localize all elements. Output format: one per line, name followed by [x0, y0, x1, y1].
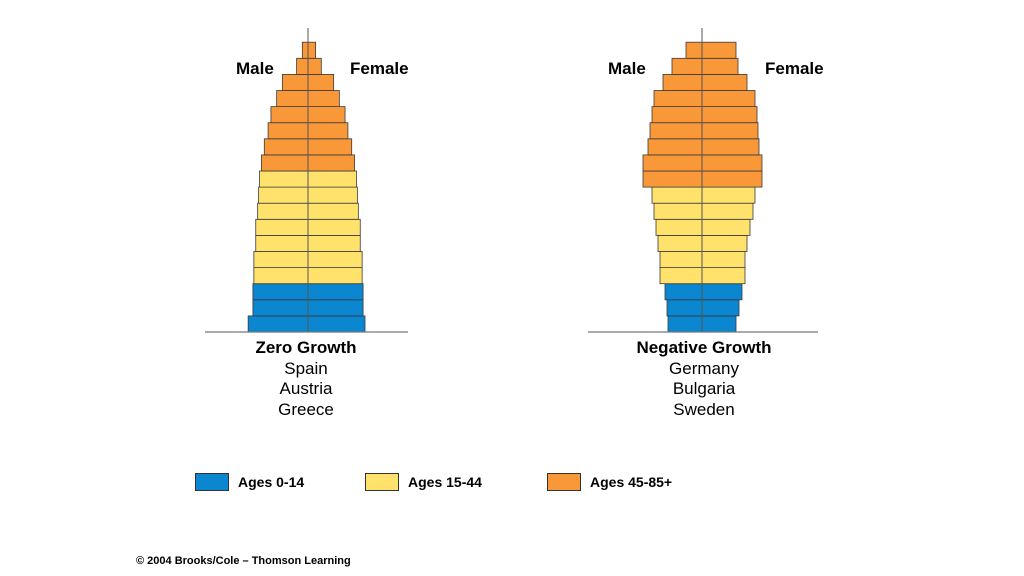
chart2-male-bar: [662, 74, 703, 91]
chart1-female-bar: [307, 283, 364, 301]
chart1-male-bar: [270, 106, 309, 124]
chart1-female-bar: [307, 234, 361, 252]
legend-label: Ages 15-44: [408, 474, 482, 490]
chart2-female-bar: [701, 251, 746, 269]
chart1-female-bar: [307, 315, 366, 333]
chart1-male-bar: [281, 74, 309, 91]
chart2-male-bar: [666, 299, 703, 317]
chart1-male-bar: [255, 234, 309, 252]
chart2-male-bar: [649, 122, 703, 140]
copyright-notice: © 2004 Brooks/Cole – Thomson Learning: [136, 555, 351, 567]
chart1-caption: Zero Growth Spain Austria Greece: [176, 338, 436, 420]
chart2-example-3: Sweden: [673, 399, 735, 419]
chart2-male-bar: [685, 41, 703, 59]
chart2-female-bar: [701, 234, 748, 252]
chart1-male-bar: [261, 154, 309, 172]
chart1-female-bar: [307, 299, 364, 317]
chart1-male-bar: [252, 283, 309, 301]
chart1-female-bar: [307, 186, 358, 204]
chart2-male-bar: [659, 267, 703, 285]
chart2-female-bar: [701, 138, 760, 156]
chart1-female-bar: [307, 267, 363, 285]
chart2-male-bar: [651, 106, 703, 124]
chart1-male-bar: [259, 170, 309, 188]
chart2-female-label: Female: [765, 59, 824, 78]
chart2-male-label: Male: [608, 59, 646, 78]
legend-item-ages-15-44: Ages 15-44: [365, 472, 482, 492]
chart1-male-bar: [301, 41, 309, 59]
chart1-female-bar: [307, 74, 335, 91]
chart2-female-bar: [701, 202, 754, 220]
chart2-male-bar: [647, 138, 703, 156]
chart2-male-bar: [653, 90, 703, 108]
chart1-male-bar: [296, 57, 309, 75]
chart2-female-bar: [701, 267, 746, 285]
chart1-male-bar: [247, 315, 309, 333]
chart1-title: Zero Growth: [255, 338, 357, 357]
chart1-female-bar: [307, 202, 359, 220]
chart1-example-3: Greece: [278, 399, 334, 419]
chart2-male-bar: [671, 57, 703, 75]
chart1-female-bar: [307, 138, 353, 156]
chart2-example-2: Bulgaria: [672, 379, 736, 398]
chart2-male-bar: [653, 202, 703, 220]
chart1-male-bar: [267, 122, 309, 140]
chart1-male-bar: [255, 218, 309, 236]
chart2-female-bar: [701, 186, 756, 204]
legend-label: Ages 45-85+: [590, 474, 673, 490]
chart2-male-bar: [651, 186, 703, 204]
chart1-female-bar: [307, 251, 363, 269]
chart2-male-bar: [642, 170, 703, 188]
chart2-female-bar: [701, 106, 758, 124]
chart1-male-bar: [253, 267, 309, 285]
chart1-female-bar: [307, 90, 340, 108]
legend-swatch-yellow: [365, 473, 399, 491]
chart2-male-bar: [664, 283, 703, 301]
chart2-female-bar: [701, 218, 751, 236]
legend-item-ages-0-14: Ages 0-14: [195, 472, 304, 492]
chart2-male-bar: [642, 154, 703, 172]
chart2-male-bar: [659, 251, 703, 269]
legend-swatch-blue: [195, 473, 229, 491]
chart2-title: Negative Growth: [636, 338, 772, 357]
chart2-female-bar: [701, 122, 759, 140]
chart1-male-bar: [276, 90, 309, 108]
chart2-female-bar: [701, 154, 763, 172]
chart1-example-2: Austria: [279, 379, 333, 398]
chart2-female-bar: [701, 74, 748, 91]
chart1-female-bar: [307, 218, 361, 236]
chart1-male-bar: [263, 138, 309, 156]
chart1-male-bar: [257, 202, 309, 220]
chart2-male-bar: [657, 234, 703, 252]
chart2-male-bar: [655, 218, 703, 236]
chart2-female-bar: [701, 299, 740, 317]
chart1-male-bar: [258, 186, 309, 204]
chart1-female-bar: [307, 170, 357, 188]
chart1-female-bar: [307, 106, 346, 124]
chart2-female-bar: [701, 315, 737, 333]
chart2-female-bar: [701, 170, 763, 188]
chart2-female-bar: [701, 41, 737, 59]
chart1-female-bar: [307, 122, 349, 140]
chart2-male-bar: [667, 315, 703, 333]
chart1-male-label: Male: [236, 59, 274, 78]
chart2-female-bar: [701, 283, 743, 301]
chart1-female-bar: [307, 57, 322, 75]
chart2-caption: Negative Growth Germany Bulgaria Sweden: [574, 338, 834, 420]
chart1-male-bar: [252, 299, 309, 317]
legend-swatch-orange: [547, 473, 581, 491]
chart1-female-bar: [307, 41, 316, 59]
chart1-female-bar: [307, 154, 355, 172]
chart2-female-bar: [701, 90, 756, 108]
chart1-example-1: Spain: [284, 358, 328, 378]
legend-label: Ages 0-14: [238, 474, 305, 490]
chart1-female-label: Female: [350, 59, 409, 78]
chart1-male-bar: [253, 251, 309, 269]
chart2-example-1: Germany: [669, 358, 739, 378]
chart2-female-bar: [701, 57, 739, 75]
legend-item-ages-45-85: Ages 45-85+: [547, 472, 672, 492]
